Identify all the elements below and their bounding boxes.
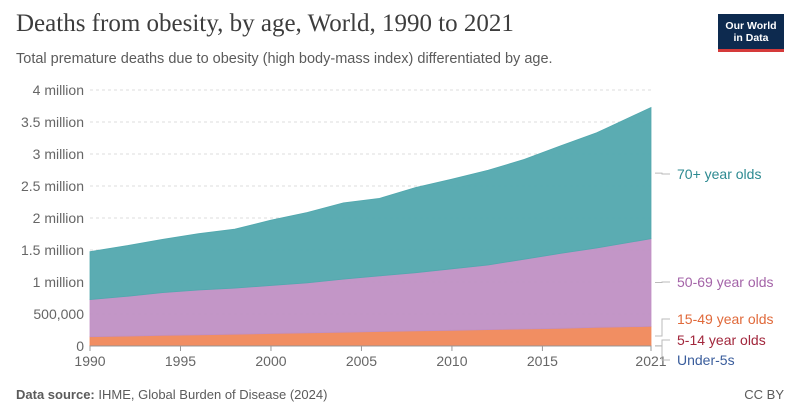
x-tick-label: 2021 — [635, 353, 666, 369]
chart-subtitle: Total premature deaths due to obesity (h… — [16, 51, 553, 67]
y-tick-label: 2.5 million — [21, 178, 84, 194]
y-tick-labels: 0 500,000 1 million 1.5 million 2 million 2.5… — [21, 82, 84, 354]
legend-connector — [655, 172, 670, 175]
series-areas — [89, 106, 652, 347]
y-tick-label: 0 — [76, 338, 84, 354]
series-legend: Under-5s 5-14 year olds 15-49 year olds 50-… — [655, 166, 774, 368]
legend-label[interactable]: 15-49 year olds — [677, 311, 774, 327]
x-tick-label: 1995 — [165, 353, 196, 369]
x-tick-label: 1990 — [74, 353, 105, 369]
license[interactable]: CC BY — [744, 387, 784, 402]
x-tick-label: 2010 — [436, 353, 467, 369]
logo-line-1: Our World — [725, 20, 777, 32]
legend-connector — [655, 281, 670, 283]
y-tick-label: 3 million — [33, 146, 84, 162]
x-tick-labels: 1990 1995 2000 2005 2010 2015 2021 — [74, 345, 667, 369]
legend-label[interactable]: Under-5s — [677, 352, 735, 368]
y-tick-label: 1.5 million — [21, 242, 84, 258]
y-tick-label: 4 million — [33, 82, 84, 98]
x-tick-label: 2015 — [527, 353, 558, 369]
x-tick-label: 2005 — [346, 353, 377, 369]
legend-connector — [655, 339, 670, 347]
y-tick-label: 2 million — [33, 210, 84, 226]
y-tick-label: 500,000 — [33, 306, 84, 322]
owid-logo[interactable]: Our World in Data — [718, 14, 784, 52]
data-source: Data source: IHME, Global Burden of Dise… — [16, 387, 327, 402]
area-70-year-olds[interactable] — [89, 106, 652, 301]
legend-label[interactable]: 5-14 year olds — [677, 332, 766, 348]
legend-label[interactable]: 50-69 year olds — [677, 274, 774, 290]
y-tick-label: 3.5 million — [21, 114, 84, 130]
legend-label[interactable]: 70+ year olds — [677, 166, 761, 182]
data-source-text[interactable]: IHME, Global Burden of Disease (2024) — [98, 387, 328, 402]
logo-line-2: in Data — [733, 32, 769, 44]
data-source-label: Data source: — [16, 387, 95, 402]
y-tick-label: 1 million — [33, 274, 84, 290]
legend-connector — [655, 318, 670, 337]
chart-title: Deaths from obesity, by age, World, 1990… — [16, 10, 514, 37]
x-tick-label: 2000 — [255, 353, 286, 369]
